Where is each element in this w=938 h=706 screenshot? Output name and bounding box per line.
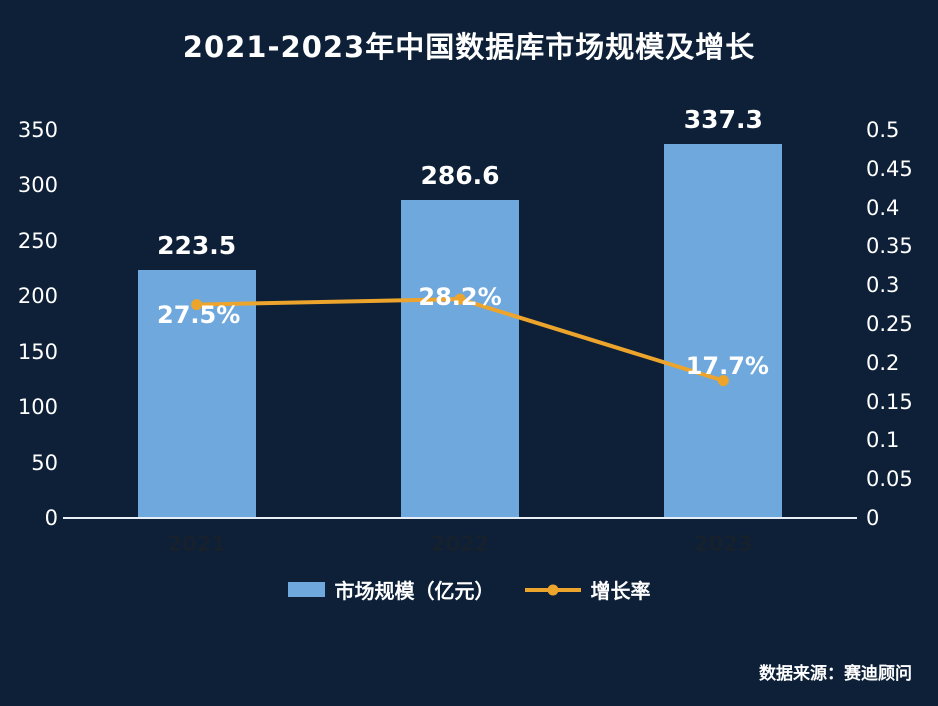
plot-area: 223.5 286.6 337.3 27.5% 28.2% 17.7% — [65, 105, 855, 518]
y-axis-left-tick-label: 0 — [44, 506, 58, 530]
x-axis-label: 2023 — [694, 532, 753, 556]
growth-rate-label: 28.2% — [418, 283, 502, 312]
y-axis-left-tick-label: 300 — [17, 173, 58, 198]
growth-point — [191, 299, 203, 311]
y-axis-left-tick-label: 150 — [17, 339, 58, 364]
y-axis-right-tick-label: 0.2 — [866, 350, 900, 375]
legend-line-dot-icon — [547, 584, 558, 595]
growth-line — [191, 293, 729, 387]
bar-value-label: 337.3 — [683, 105, 763, 135]
bar — [137, 270, 256, 518]
growth-point — [454, 293, 466, 305]
bar-value-label: 286.6 — [420, 161, 500, 191]
y-axis-right-tick-label: 0 — [866, 506, 880, 530]
legend: 市场规模（亿元） 增长率 — [0, 575, 938, 604]
y-axis-right-tick-label: 0.1 — [866, 428, 900, 453]
bar-value-label: 223.5 — [157, 231, 237, 261]
legend-item-growth-rate: 增长率 — [524, 575, 651, 604]
y-axis-left-tick-label: 350 — [17, 118, 58, 142]
x-axis-label: 2021 — [167, 532, 226, 556]
y-axis-left-tick-label: 200 — [17, 284, 58, 309]
bar — [401, 200, 519, 518]
y-axis-left-tick-label: 100 — [17, 395, 58, 420]
y-axis-right-tick-label: 0.4 — [866, 195, 900, 220]
y-axis-right-tick-label: 0.45 — [866, 156, 913, 181]
y-axis-right-tick-label: 0.3 — [866, 273, 900, 298]
y-axis-right-tick-label: 0.5 — [866, 118, 900, 142]
x-axis-label: 2022 — [430, 532, 490, 556]
legend-line-swatch-icon — [524, 584, 581, 595]
growth-line-path — [196, 297, 724, 383]
y-axis-left-tick-label: 250 — [17, 228, 58, 253]
bar — [664, 144, 783, 518]
growth-rate-label: 27.5% — [157, 300, 241, 329]
y-axis-right-tick-label: 0.35 — [866, 234, 913, 259]
legend-bar-swatch-icon — [287, 582, 325, 597]
y-axis-right-tick-label: 0.05 — [866, 467, 913, 492]
x-axis-line — [63, 517, 857, 519]
y-axis-right-tick-label: 0.15 — [866, 389, 913, 414]
growth-point — [717, 375, 729, 387]
legend-label: 市场规模（亿元） — [334, 579, 495, 603]
y-axis-left-tick-label: 50 — [31, 450, 58, 475]
legend-item-market-size: 市场规模（亿元） — [287, 575, 495, 604]
source-note: 数据来源：赛迪顾问 — [759, 664, 912, 684]
legend-label: 增长率 — [590, 579, 651, 603]
growth-rate-label: 17.7% — [685, 351, 769, 380]
y-axis-right-tick-label: 0.25 — [866, 312, 913, 336]
chart-title: 2021-2023年中国数据库市场规模及增长 — [182, 30, 756, 64]
